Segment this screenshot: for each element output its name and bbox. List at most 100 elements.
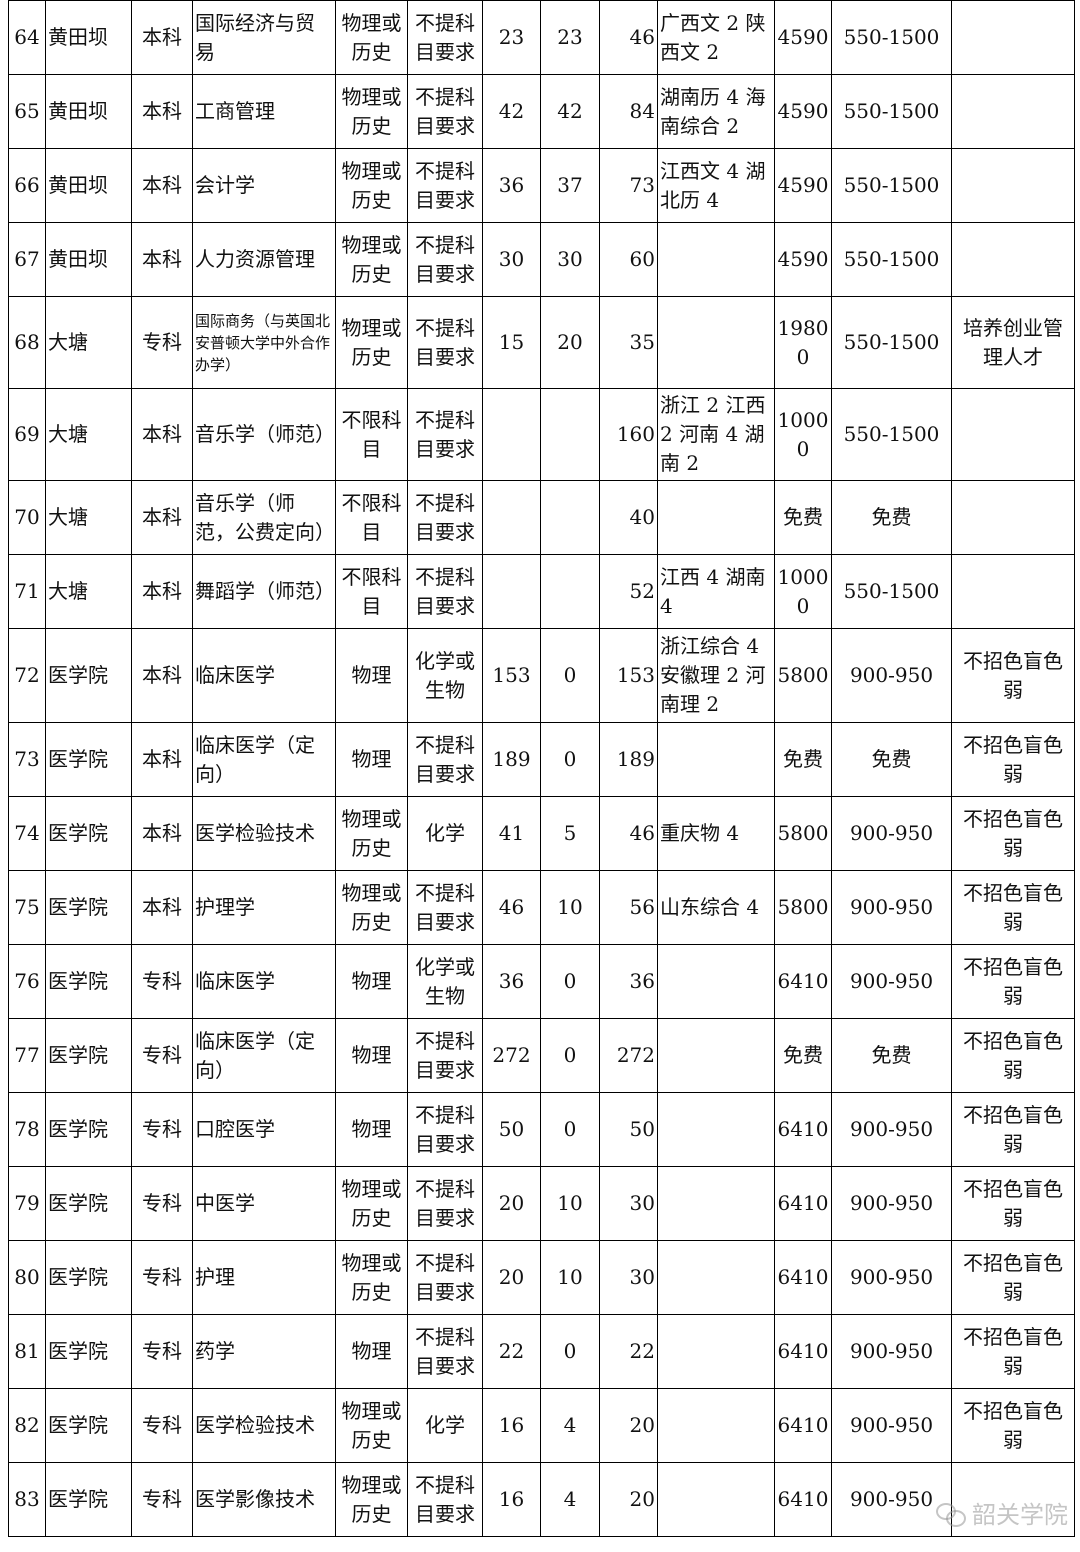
- total-cell: 35: [599, 296, 658, 389]
- dorm-fee-cell: 900-950: [831, 1166, 952, 1241]
- province-note-cell: [657, 722, 775, 797]
- count-b-cell: [540, 554, 600, 629]
- row-number: 77: [8, 1018, 46, 1093]
- total-cell: 84: [599, 74, 658, 149]
- major-cell: 医学影像技术: [192, 1462, 336, 1537]
- tuition-cell: 4590: [774, 74, 832, 149]
- campus-cell: 黄田坝: [45, 222, 132, 297]
- count-a-cell: [482, 554, 541, 629]
- second-subject-cell: 不提科目要求: [407, 1462, 483, 1537]
- second-subject-cell: 不提科目要求: [407, 74, 483, 149]
- major-cell: 护理学: [192, 870, 336, 945]
- remark-cell: 不招色盲色弱: [951, 1388, 1075, 1463]
- first-subject-cell: 不限科目: [335, 554, 408, 629]
- count-a-cell: [482, 480, 541, 555]
- province-note-cell: 山东综合 4: [657, 870, 775, 945]
- count-b-cell: 4: [540, 1388, 600, 1463]
- second-subject-cell: 不提科目要求: [407, 480, 483, 555]
- province-note-cell: 江西 4 湖南 4: [657, 554, 775, 629]
- major-cell: 工商管理: [192, 74, 336, 149]
- dorm-fee-cell: 550-1500: [831, 222, 952, 297]
- row-number: 66: [8, 148, 46, 223]
- table-row: 71 大塘 本科 舞蹈学（师范） 不限科目 不提科目要求 52 江西 4 湖南 4 10000 5…: [8, 554, 1075, 629]
- level-cell: 本科: [131, 74, 193, 149]
- tuition-cell: 5800: [774, 628, 832, 723]
- major-cell: 音乐学（师范）: [192, 388, 336, 481]
- row-number: 76: [8, 944, 46, 1019]
- total-cell: 30: [599, 1166, 658, 1241]
- major-cell: 音乐学（师范，公费定向）: [192, 480, 336, 555]
- table-row: 82 医学院 专科 医学检验技术 物理或历史 化学 16 4 20 6410 900-950 不招色盲…: [8, 1388, 1075, 1463]
- tuition-cell: 6410: [774, 1314, 832, 1389]
- row-number: 69: [8, 388, 46, 481]
- dorm-fee-cell: 550-1500: [831, 74, 952, 149]
- remark-cell: [951, 74, 1075, 149]
- province-note-cell: 广西文 2 陕西文 2: [657, 0, 775, 75]
- enrollment-plan-table: 64 黄田坝 本科 国际经济与贸易 物理或历史 不提科目要求 23 23 46 广西文 2 陕西文…: [8, 0, 1075, 1537]
- remark-cell: [951, 148, 1075, 223]
- row-number: 67: [8, 222, 46, 297]
- second-subject-cell: 不提科目要求: [407, 1018, 483, 1093]
- level-cell: 本科: [131, 222, 193, 297]
- major-cell: 会计学: [192, 148, 336, 223]
- row-number: 80: [8, 1240, 46, 1315]
- tuition-cell: 19800: [774, 296, 832, 389]
- campus-cell: 医学院: [45, 1240, 132, 1315]
- first-subject-cell: 物理或历史: [335, 148, 408, 223]
- count-b-cell: 10: [540, 1240, 600, 1315]
- second-subject-cell: 不提科目要求: [407, 870, 483, 945]
- province-note-cell: [657, 1018, 775, 1093]
- first-subject-cell: 物理: [335, 1018, 408, 1093]
- level-cell: 本科: [131, 0, 193, 75]
- level-cell: 专科: [131, 1388, 193, 1463]
- second-subject-cell: 不提科目要求: [407, 1314, 483, 1389]
- total-cell: 30: [599, 1240, 658, 1315]
- total-cell: 160: [599, 388, 658, 481]
- count-a-cell: 50: [482, 1092, 541, 1167]
- row-number: 81: [8, 1314, 46, 1389]
- total-cell: 20: [599, 1388, 658, 1463]
- campus-cell: 黄田坝: [45, 74, 132, 149]
- second-subject-cell: 不提科目要求: [407, 722, 483, 797]
- second-subject-cell: 化学或生物: [407, 944, 483, 1019]
- total-cell: 153: [599, 628, 658, 723]
- level-cell: 专科: [131, 1462, 193, 1537]
- dorm-fee-cell: 900-950: [831, 1388, 952, 1463]
- count-b-cell: [540, 480, 600, 555]
- total-cell: 22: [599, 1314, 658, 1389]
- tuition-cell: 免费: [774, 722, 832, 797]
- first-subject-cell: 物理或历史: [335, 870, 408, 945]
- province-note-cell: [657, 1240, 775, 1315]
- count-b-cell: 23: [540, 0, 600, 75]
- remark-cell: [951, 222, 1075, 297]
- total-cell: 52: [599, 554, 658, 629]
- dorm-fee-cell: 900-950: [831, 870, 952, 945]
- total-cell: 36: [599, 944, 658, 1019]
- level-cell: 专科: [131, 944, 193, 1019]
- count-a-cell: 272: [482, 1018, 541, 1093]
- major-cell: 临床医学: [192, 628, 336, 723]
- count-a-cell: 20: [482, 1240, 541, 1315]
- count-b-cell: 10: [540, 870, 600, 945]
- dorm-fee-cell: 550-1500: [831, 388, 952, 481]
- tuition-cell: 6410: [774, 1092, 832, 1167]
- row-number: 65: [8, 74, 46, 149]
- dorm-fee-cell: 900-950: [831, 796, 952, 871]
- level-cell: 本科: [131, 148, 193, 223]
- second-subject-cell: 不提科目要求: [407, 1166, 483, 1241]
- table-row: 67 黄田坝 本科 人力资源管理 物理或历史 不提科目要求 30 30 60 4590 550-15…: [8, 222, 1075, 297]
- level-cell: 本科: [131, 796, 193, 871]
- total-cell: 73: [599, 148, 658, 223]
- count-a-cell: [482, 388, 541, 481]
- wechat-icon: [936, 1501, 966, 1527]
- dorm-fee-cell: 900-950: [831, 1240, 952, 1315]
- major-cell: 人力资源管理: [192, 222, 336, 297]
- province-note-cell: [657, 1314, 775, 1389]
- tuition-cell: 4590: [774, 0, 832, 75]
- remark-cell: 不招色盲色弱: [951, 796, 1075, 871]
- table-row: 80 医学院 专科 护理 物理或历史 不提科目要求 20 10 30 6410 900-950 不招色…: [8, 1240, 1075, 1315]
- first-subject-cell: 物理: [335, 1314, 408, 1389]
- tuition-cell: 10000: [774, 554, 832, 629]
- count-b-cell: 0: [540, 1018, 600, 1093]
- province-note-cell: [657, 1166, 775, 1241]
